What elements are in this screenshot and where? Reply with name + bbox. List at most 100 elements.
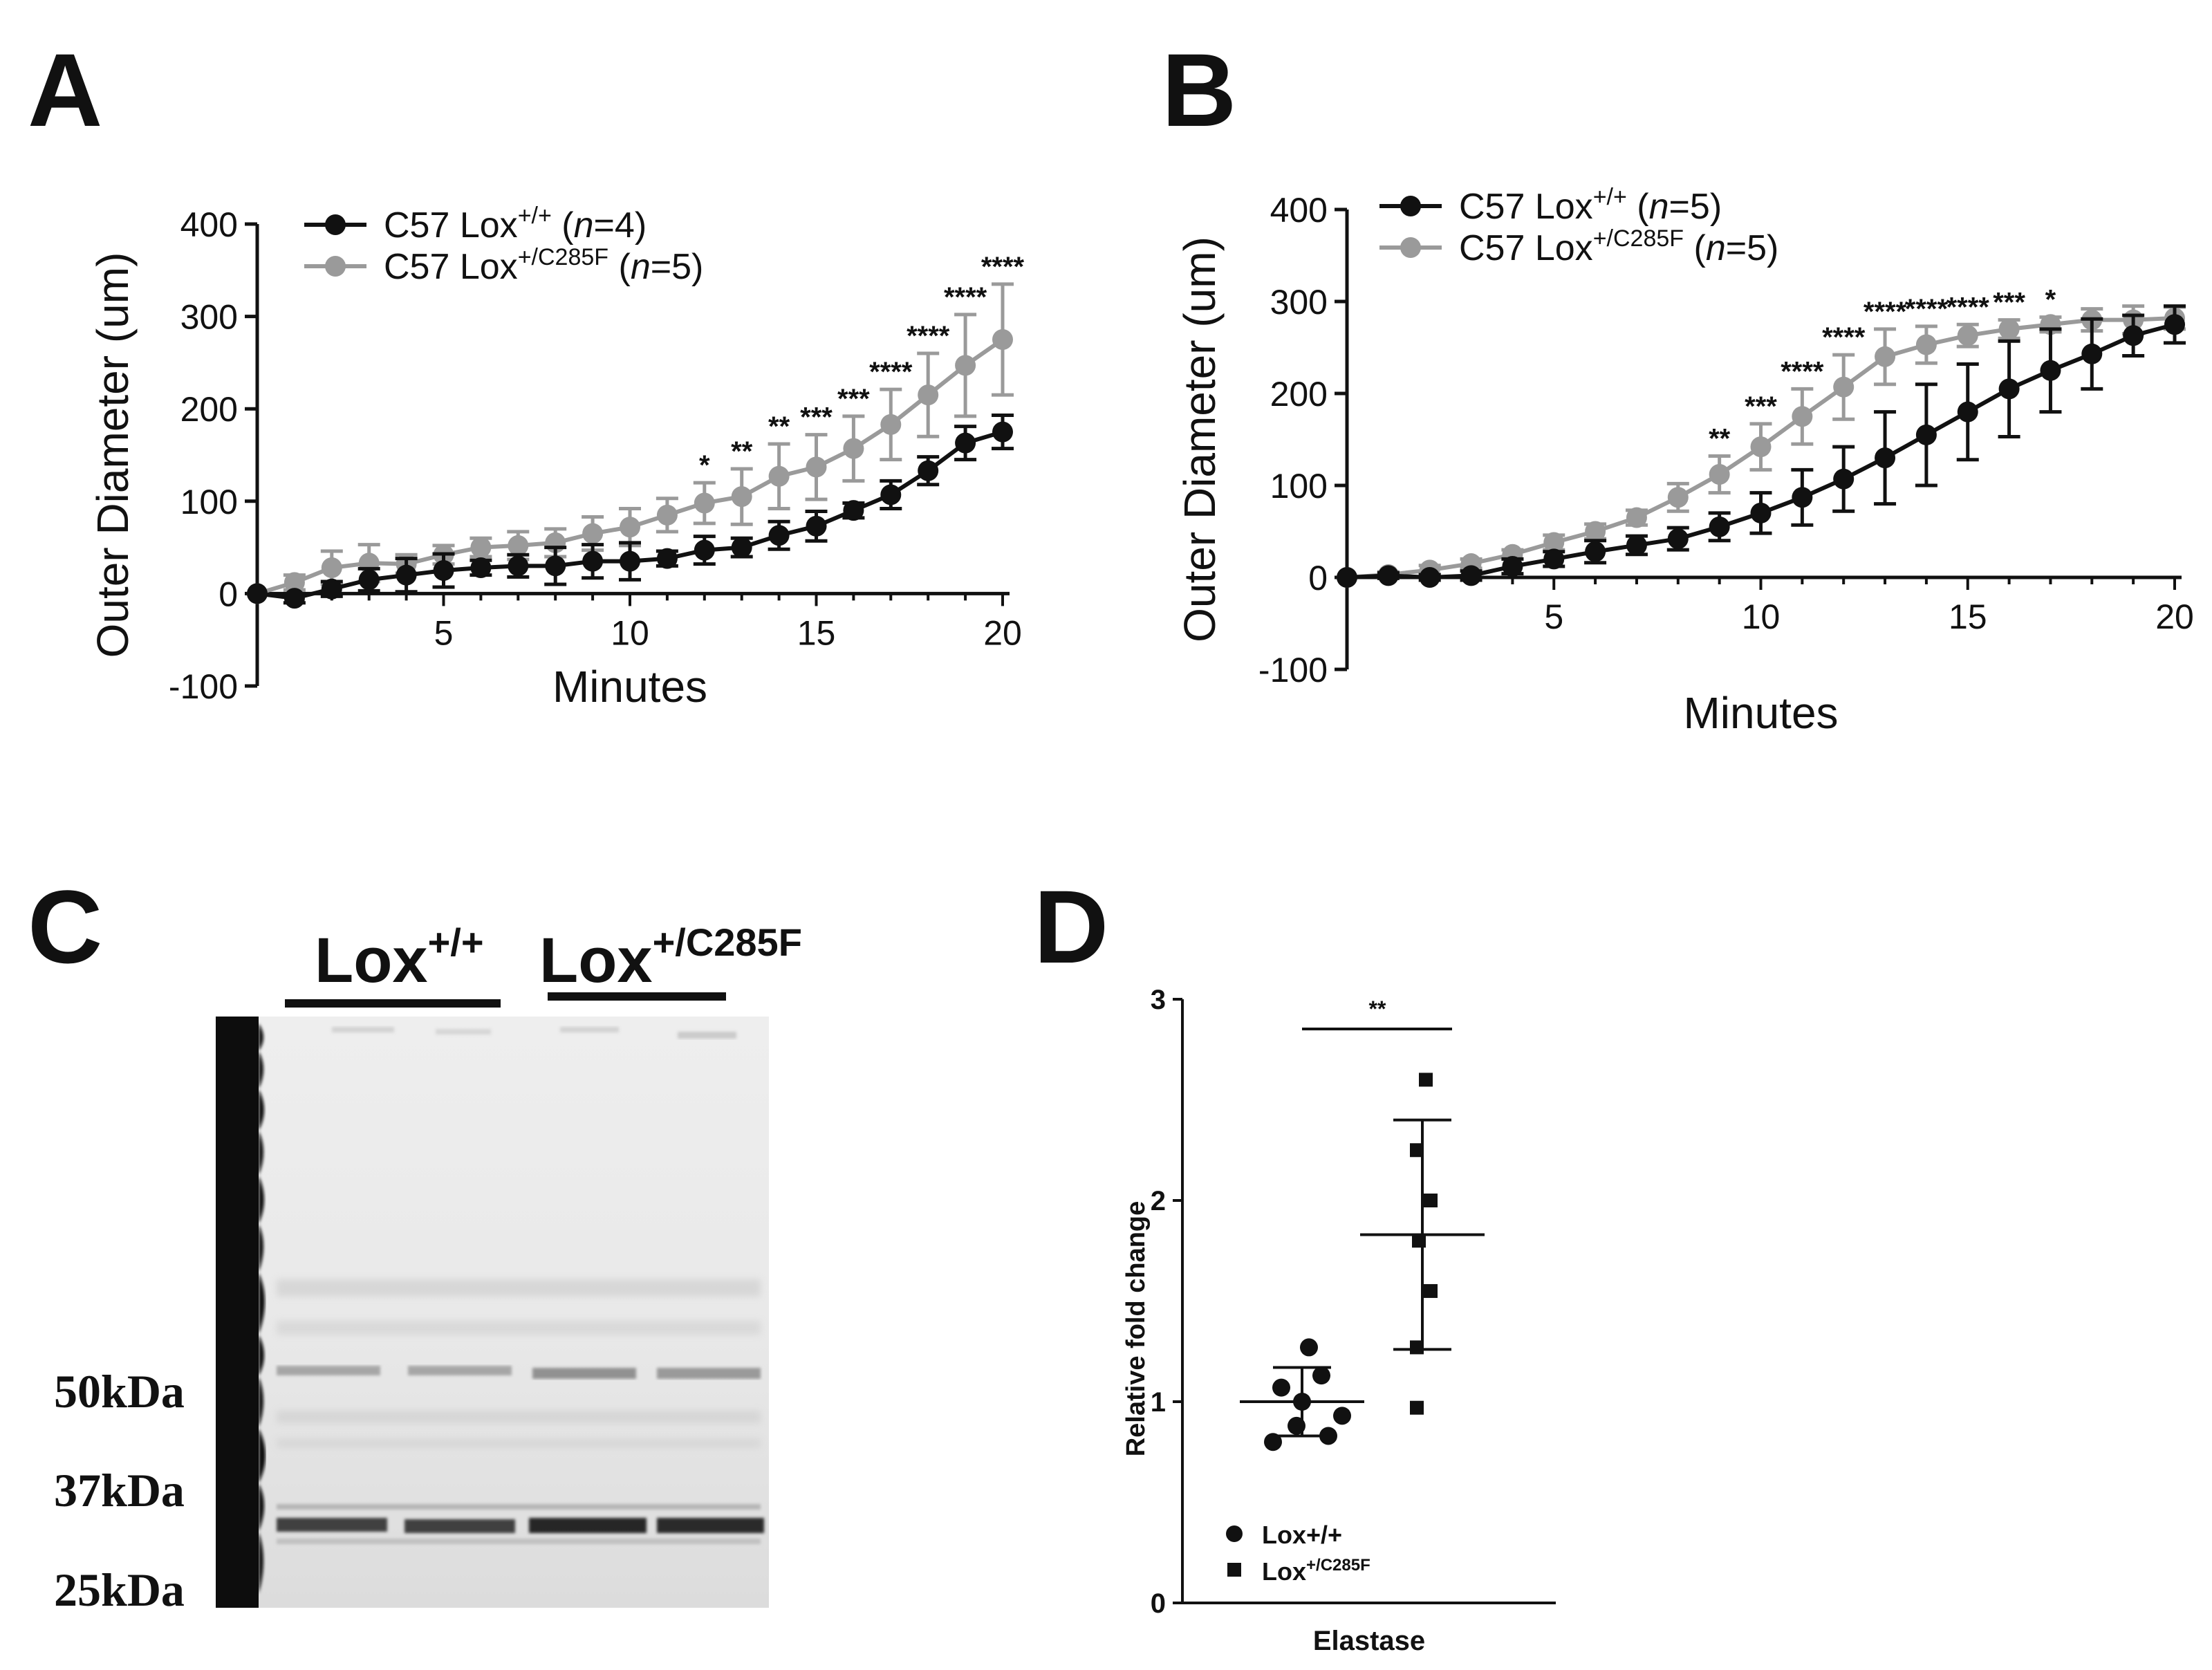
y-tick-label: 400 xyxy=(180,205,238,244)
legend-n-value: =4) xyxy=(594,205,647,245)
data-point xyxy=(1915,424,1937,445)
legend-label-0: Lox+/+ xyxy=(1262,1521,1342,1549)
series-1 xyxy=(1337,304,2186,588)
data-point xyxy=(731,486,752,508)
data-point xyxy=(694,539,715,561)
data-point xyxy=(620,517,640,538)
legend-superscript: +/C285F xyxy=(518,244,608,270)
y-tick-label: -100 xyxy=(1258,651,1328,689)
x-tick-label: 10 xyxy=(611,613,649,652)
y-tick-label: 3 xyxy=(1151,985,1166,1015)
group-label-mut: Lox+/C285F xyxy=(539,920,802,996)
significance-label: **** xyxy=(907,321,950,351)
significance-label: ** xyxy=(731,436,753,467)
legend-label-1: Lox+/C285F xyxy=(1262,1556,1370,1586)
marker-50kda: 50kDa xyxy=(54,1365,185,1418)
data-point xyxy=(508,555,529,577)
data-point xyxy=(1424,1194,1438,1207)
legend-marker xyxy=(1400,196,1421,216)
scatter-group-0 xyxy=(1240,1338,1364,1451)
blot-membrane xyxy=(216,1017,769,1608)
data-point xyxy=(1957,401,1978,423)
chart-a: -100 0 100 200 300 400 5 10 15 20 Minutes Outer Dia… xyxy=(88,203,1025,712)
y-axis-label: Relative fold change xyxy=(1122,1201,1151,1457)
data-point xyxy=(1998,378,2020,400)
x-tick-label: 15 xyxy=(797,613,836,652)
data-point xyxy=(918,460,939,481)
legend-n-symbol: n xyxy=(631,247,651,287)
data-point xyxy=(284,572,305,593)
data-point xyxy=(582,550,604,572)
significance-label: *** xyxy=(1993,288,2025,318)
data-point xyxy=(1833,376,1855,398)
y-axis-label: Outer Diameter (um) xyxy=(88,252,138,658)
data-point xyxy=(1709,516,1730,537)
legend-name: C57 Lox xyxy=(1459,228,1593,268)
significance-label: **** xyxy=(869,357,913,387)
x-tick-label: 15 xyxy=(1949,597,1987,636)
legend-marker-square xyxy=(1227,1563,1241,1577)
legend-n-open: ( xyxy=(552,205,574,245)
data-point xyxy=(1875,447,1896,469)
data-point xyxy=(2164,314,2185,335)
data-point xyxy=(1667,487,1689,508)
legend-n-open: ( xyxy=(608,247,631,287)
data-point xyxy=(1424,1283,1438,1298)
significance-label: * xyxy=(699,450,710,481)
x-axis-label: Minutes xyxy=(552,662,707,712)
data-point xyxy=(955,432,976,454)
data-point xyxy=(470,557,492,578)
legend-marker xyxy=(325,256,346,277)
data-point xyxy=(1333,1407,1351,1425)
y-tick-label: 0 xyxy=(1151,1588,1166,1619)
data-point xyxy=(955,355,976,376)
y-tick-label: 0 xyxy=(219,575,238,613)
data-point xyxy=(1410,1143,1424,1158)
data-point xyxy=(1543,532,1565,553)
series-0 xyxy=(247,414,1014,609)
x-tick-label: 10 xyxy=(1742,597,1781,636)
significance-label: *** xyxy=(1745,391,1777,422)
data-point xyxy=(2123,325,2144,346)
x-tick-label: 5 xyxy=(434,613,454,652)
y-tick-label: 200 xyxy=(180,390,238,429)
data-point xyxy=(247,583,268,604)
scatter-group-1 xyxy=(1360,1073,1485,1415)
data-point xyxy=(321,578,342,600)
significance-label: **** xyxy=(1864,297,1907,327)
significance-label: ** xyxy=(1369,996,1386,1021)
data-point xyxy=(433,560,454,581)
group-label-wt: Lox+/+ xyxy=(315,920,484,996)
data-point xyxy=(992,421,1013,443)
data-point xyxy=(545,555,566,577)
data-point xyxy=(396,564,417,586)
data-point xyxy=(1377,565,1399,586)
data-point xyxy=(1410,1340,1424,1355)
y-tick-label: 400 xyxy=(1270,191,1328,230)
significance-label: *** xyxy=(837,384,870,414)
chart-b: -100 0 100 200 300 400 5 10 15 20 Minutes Outer Dia… xyxy=(1175,184,2194,738)
legend-n-open: ( xyxy=(1684,228,1706,268)
data-point xyxy=(1833,468,1855,490)
data-point xyxy=(1626,535,1647,556)
legend-label-0: C57 Lox+/+ (n=4) xyxy=(384,203,647,245)
data-point xyxy=(1272,1378,1290,1397)
panel-letter-c: C xyxy=(28,869,103,985)
data-point xyxy=(1585,521,1606,542)
significance-label: *** xyxy=(800,402,833,433)
x-tick-label: 5 xyxy=(1544,597,1563,636)
data-point xyxy=(508,535,529,556)
data-point xyxy=(1998,318,2020,340)
significance-label: **** xyxy=(1905,294,1949,324)
significance-label: **** xyxy=(981,252,1025,282)
legend-name: C57 Lox xyxy=(1459,187,1593,227)
y-tick-label: 300 xyxy=(180,298,238,337)
significance-label: **** xyxy=(1781,356,1824,387)
y-tick-label: 1 xyxy=(1151,1387,1166,1418)
marker-37kda: 37kDa xyxy=(54,1464,185,1516)
significance-label: **** xyxy=(1946,292,1990,322)
panel-letter-a: A xyxy=(28,32,103,148)
x-axis-label: Elastase xyxy=(1313,1626,1425,1656)
western-blot: Lox+/+ Lox+/C285F 50kDa 37kDa 25kDa xyxy=(54,920,802,1616)
data-point xyxy=(2081,343,2103,364)
